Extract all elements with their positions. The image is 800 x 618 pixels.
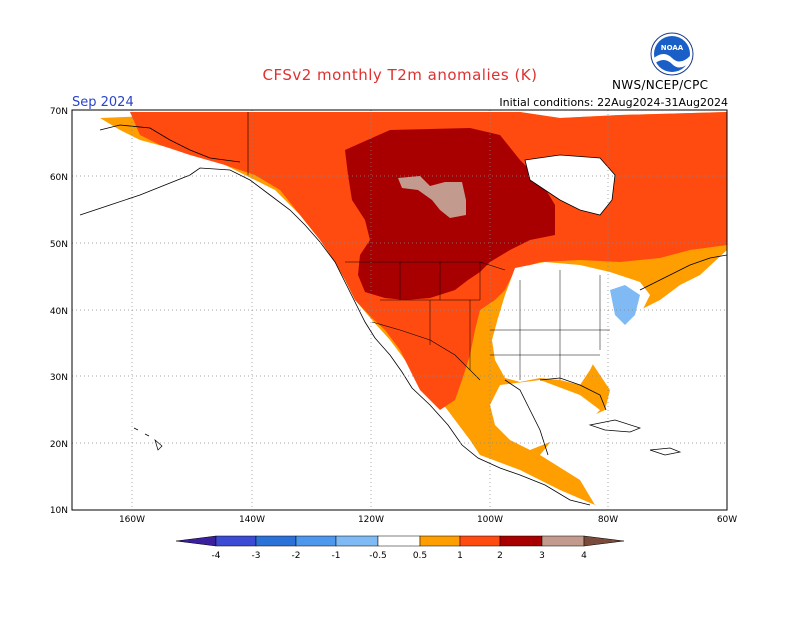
- colorbar-segment: [215, 535, 257, 547]
- lat-label: 30N: [50, 373, 68, 383]
- lon-label: 120W: [358, 515, 384, 525]
- lat-label: 70N: [50, 107, 68, 117]
- colorbar-tick: 0.5: [413, 551, 427, 561]
- forecast-month: Sep 2024: [72, 95, 134, 110]
- latitude-labels: 70N 60N 50N 40N 30N 20N 10N: [50, 107, 68, 516]
- map-frame: [71, 109, 728, 511]
- lon-label: 80W: [598, 515, 618, 525]
- colorbar-segment: [335, 535, 379, 547]
- colorbar-high-arrow: [583, 535, 625, 547]
- lat-label: 10N: [50, 506, 68, 516]
- colorbar-segment: [377, 535, 421, 547]
- colorbar-segment: [499, 535, 543, 547]
- hudson-bay: [525, 155, 615, 215]
- lat-label: 60N: [50, 173, 68, 183]
- colorbar-tick: 3: [539, 551, 545, 561]
- colorbar-segment: [541, 535, 585, 547]
- colorbar: -4 -3 -2 -1 -0.5 0.5 1 2 3 4: [175, 535, 625, 561]
- noaa-logo: NOAA: [650, 32, 694, 76]
- near-normal-gulf: [490, 380, 600, 450]
- lat-label: 50N: [50, 240, 68, 250]
- lon-label: 160W: [119, 515, 145, 525]
- colorbar-segment: [419, 535, 461, 547]
- colorbar-tick: -3: [252, 551, 261, 561]
- longitude-labels: 160W 140W 120W 100W 80W 60W: [119, 515, 737, 525]
- colorbar-tick: -4: [212, 551, 221, 561]
- noaa-logo-text: NOAA: [661, 44, 684, 52]
- cool-anomaly: [610, 285, 640, 325]
- colorbar-low-arrow: [175, 535, 217, 547]
- colorbar-tick: -1: [332, 551, 341, 561]
- colorbar-tick: 4: [581, 551, 587, 561]
- agency-label: NWS/NCEP/CPC: [612, 78, 709, 92]
- graticule: [72, 110, 727, 510]
- colorbar-segment: [459, 535, 501, 547]
- colorbar-tick: -0.5: [369, 551, 387, 561]
- colorbar-tick: 2: [497, 551, 503, 561]
- colorbar-tick: -2: [292, 551, 301, 561]
- lon-label: 100W: [477, 515, 503, 525]
- initial-conditions: Initial conditions: 22Aug2024-31Aug2024: [499, 96, 728, 109]
- anomaly-fields: [100, 112, 727, 505]
- lon-label: 140W: [239, 515, 265, 525]
- near-normal-area: [492, 262, 650, 385]
- islands: [133, 419, 682, 456]
- coastlines: [79, 112, 728, 506]
- lat-label: 40N: [50, 307, 68, 317]
- anomaly-field-brown: [398, 176, 466, 218]
- lat-label: 20N: [50, 440, 68, 450]
- colorbar-segment: [255, 535, 297, 547]
- map-title: CFSv2 monthly T2m anomalies (K): [262, 66, 538, 84]
- colorbar-segment: [295, 535, 337, 547]
- colorbar-tick: 1: [457, 551, 463, 561]
- lon-label: 60W: [717, 515, 737, 525]
